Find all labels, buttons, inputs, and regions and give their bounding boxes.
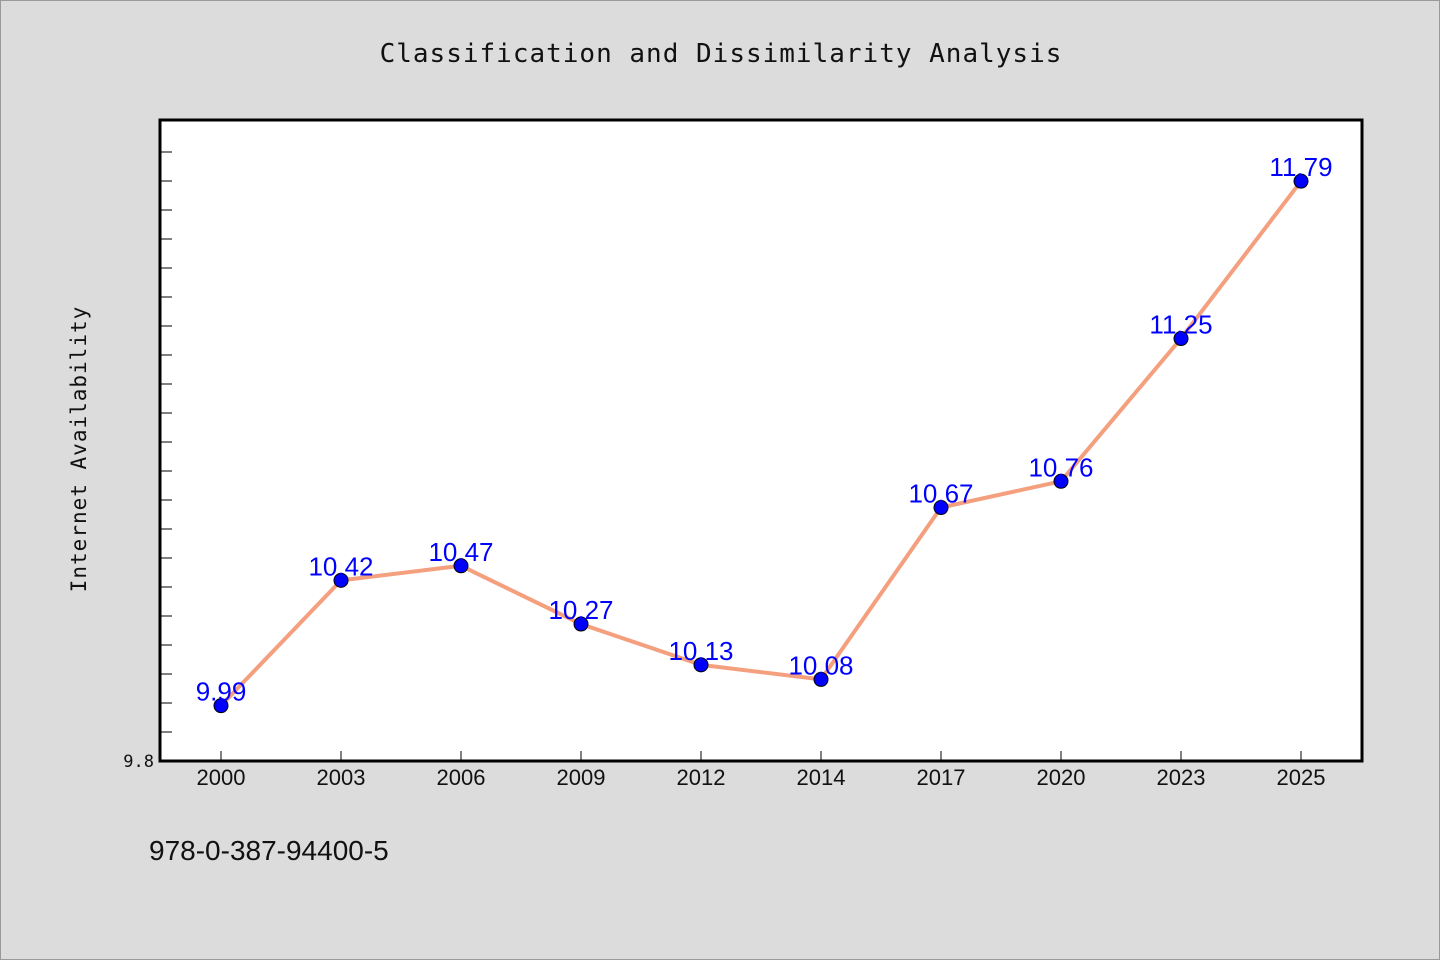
data-label: 10.13 [668,636,733,666]
y-axis-label: Internet Availability [67,306,91,593]
data-point [333,572,349,588]
data-point [933,500,949,516]
x-tick-label: 2003 [317,765,366,790]
x-tick-label: 2025 [1277,765,1326,790]
data-point [813,671,829,687]
x-tick-label: 2014 [797,765,846,790]
data-point [1053,473,1069,489]
y-tick-label: 9.8 [123,752,154,772]
x-tick-label: 2006 [437,765,486,790]
data-label: 10.47 [428,537,493,567]
data-point [1173,331,1189,347]
data-point [573,616,589,632]
x-tick-label: 2000 [197,765,246,790]
series-group [213,173,1309,714]
footer-isbn: 978-0-387-94400-5 [149,835,389,866]
series-line [219,179,1303,708]
data-point [213,698,229,714]
data-label: 10.08 [788,650,853,680]
x-axis-ticks: 2000 2003 2006 2009 2012 2014 2017 2020 2023 2025 [197,751,1326,790]
x-tick-label: 2017 [917,765,966,790]
y-axis-ticks: 9.8 [123,151,172,772]
data-point [1293,173,1309,189]
data-point [693,657,709,673]
plot-area [158,118,1364,763]
chart-title: Classification and Dissimilarity Analysi… [380,39,1063,69]
x-tick-label: 2020 [1037,765,1086,790]
data-label: 10.76 [1028,452,1093,482]
data-label: 11.79 [1269,152,1332,182]
x-tick-label: 2009 [557,765,606,790]
data-label: 10.42 [308,551,373,581]
data-label: 10.67 [908,479,973,509]
data-label: 9.99 [196,677,247,707]
data-label: 11.25 [1149,310,1212,340]
data-point [453,558,469,574]
x-tick-label: 2012 [677,765,726,790]
x-tick-label: 2023 [1157,765,1206,790]
data-labels: 9.99 10.42 10.47 10.27 10.13 10.08 10.67 10.76 1… [196,152,1333,706]
data-label: 10.27 [548,595,613,625]
